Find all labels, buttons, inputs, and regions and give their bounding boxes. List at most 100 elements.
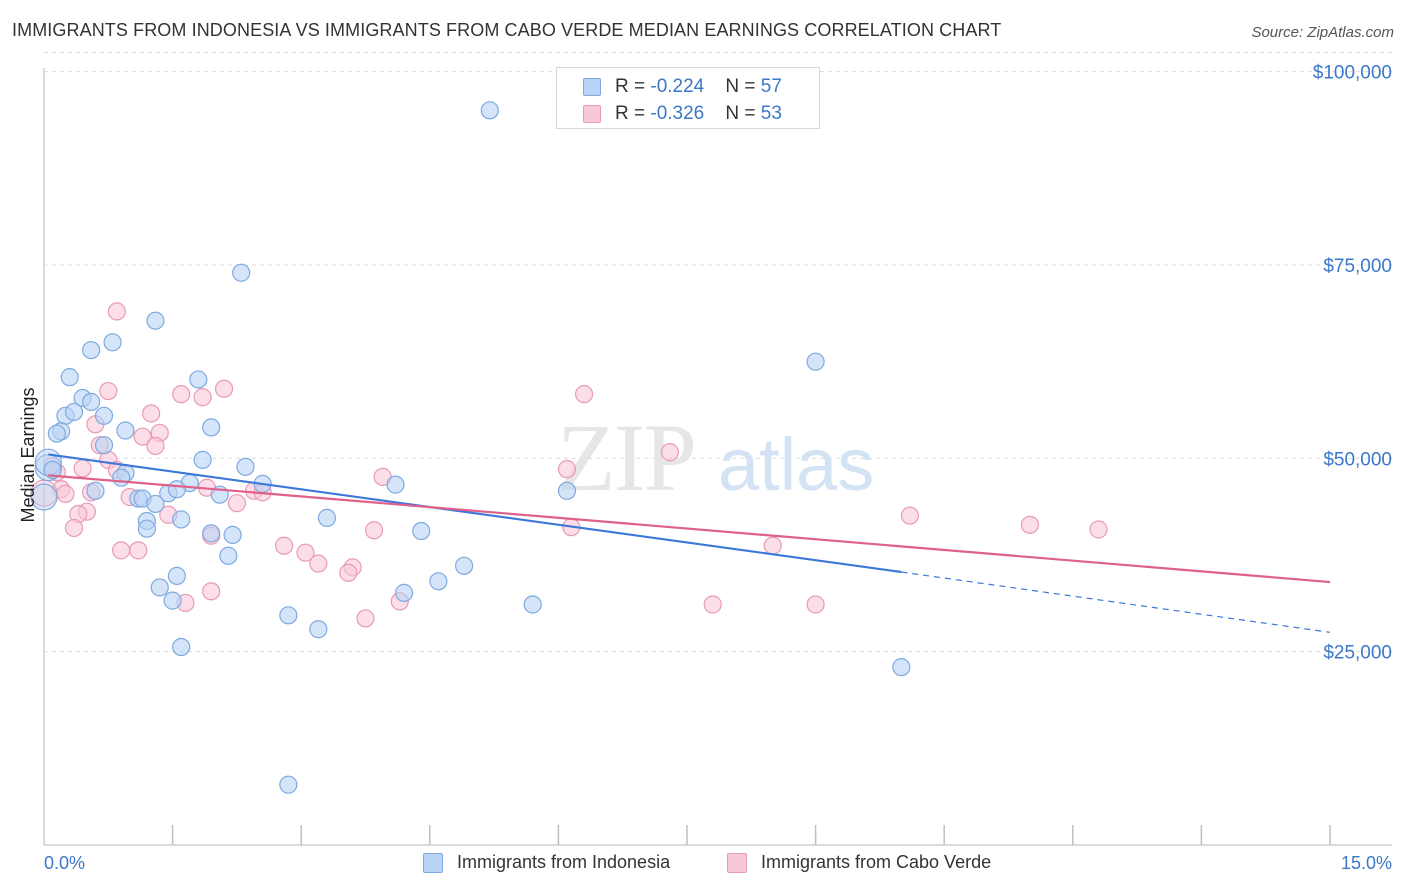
watermark: ZIP atlas: [557, 404, 874, 511]
caboverde-point: [763, 536, 782, 555]
legend-n-label: N =: [725, 103, 761, 124]
caboverde-point: [900, 506, 920, 525]
x-tick-labels: 0.0% 15.0%: [44, 853, 1392, 873]
caboverde-point: [296, 543, 315, 562]
y-tick-label: $25,000: [1323, 643, 1392, 664]
indonesia-point: [150, 578, 169, 597]
caboverde-point: [64, 518, 84, 538]
trend-line-caboverde: [48, 474, 1331, 584]
indonesia-point: [219, 546, 238, 565]
x-tick-label: 0.0%: [44, 853, 85, 873]
y-tick-label: $75,000: [1323, 256, 1392, 277]
indonesia-point: [146, 494, 165, 514]
indonesia-point: [167, 566, 186, 585]
stats-legend: R = -0.224 N = 57 R = -0.326 N = 53: [556, 67, 820, 129]
trend-lines: [48, 453, 1331, 633]
indonesia-point: [189, 370, 208, 389]
caboverde-point: [202, 582, 221, 601]
trend-line-indonesia: [48, 453, 902, 574]
caboverde-point: [703, 595, 722, 614]
indonesia-point: [94, 406, 114, 425]
caboverde-point: [129, 541, 148, 560]
indonesia-point: [279, 775, 298, 794]
caboverde-point: [73, 459, 92, 478]
indonesia-point: [279, 606, 298, 625]
caboverde-point: [806, 595, 825, 614]
legend-n-label: N =: [725, 76, 761, 97]
caboverde-point: [1020, 515, 1040, 534]
caboverde-point: [364, 521, 384, 540]
y-tick-labels: $25,000 $50,000 $75,000 $100,000: [1313, 63, 1392, 664]
caboverde-point: [356, 609, 375, 628]
caboverde-point: [99, 381, 118, 401]
caboverde-point: [274, 536, 294, 555]
indonesia-point: [202, 418, 221, 437]
caboverde-point: [214, 379, 234, 398]
caboverde-point: [575, 385, 594, 404]
bottom-legend-swatch-caboverde: [727, 853, 747, 873]
legend-r-value: -0.224: [650, 76, 705, 97]
indonesia-point: [454, 556, 474, 575]
indonesia-point: [163, 591, 182, 610]
caboverde-point: [557, 460, 577, 479]
indonesia-point: [112, 468, 131, 487]
indonesia-point: [172, 637, 191, 657]
indonesia-point: [30, 483, 58, 511]
indonesia-point: [82, 340, 101, 360]
caboverde-point: [112, 541, 131, 560]
indonesia-point: [103, 333, 122, 352]
caboverde-point: [142, 404, 161, 423]
caboverde-point: [56, 484, 75, 504]
indonesia-point: [480, 101, 499, 120]
indonesia-point: [86, 481, 105, 500]
indonesia-point: [64, 402, 84, 422]
series-caboverde-points: [30, 302, 1108, 628]
indonesia-point: [523, 595, 542, 614]
caboverde-point: [193, 388, 212, 407]
caboverde-point: [107, 302, 126, 321]
legend-r-label: R =: [615, 76, 651, 97]
legend-r-value: -0.326: [650, 103, 705, 124]
legend-text-indonesia: R = -0.224 N = 57: [615, 76, 782, 98]
axes-layer: [43, 68, 1392, 846]
legend-r-label: R =: [615, 103, 651, 124]
caboverde-point: [172, 385, 191, 404]
indonesia-point: [806, 352, 825, 371]
source-label: Source: ZipAtlas.com: [1251, 24, 1394, 41]
indonesia-point: [394, 583, 414, 602]
caboverde-point: [133, 427, 152, 446]
indonesia-point: [43, 460, 62, 480]
indonesia-point: [94, 436, 114, 455]
indonesia-point: [146, 311, 165, 330]
y-tick-label: $50,000: [1323, 449, 1392, 470]
indonesia-point: [172, 510, 191, 529]
indonesia-point: [116, 421, 135, 440]
caboverde-point: [146, 436, 165, 456]
bottom-legend-label-caboverde: Immigrants from Cabo Verde: [761, 852, 992, 872]
legend-swatch-indonesia: [583, 78, 601, 96]
indonesia-point: [202, 524, 221, 543]
indonesia-point: [60, 368, 79, 387]
indonesia-point: [223, 525, 242, 544]
indonesia-point: [193, 450, 212, 469]
bottom-legend-label-indonesia: Immigrants from Indonesia: [457, 852, 671, 872]
caboverde-point: [309, 554, 328, 573]
indonesia-point: [167, 480, 186, 499]
legend-n-value: 53: [760, 103, 782, 124]
caboverde-point: [227, 494, 246, 513]
indonesia-point: [82, 392, 101, 411]
x-tick-label: 15.0%: [1341, 853, 1392, 873]
chart-title: IMMIGRANTS FROM INDONESIA VS IMMIGRANTS …: [12, 20, 1002, 40]
bottom-legend-swatch-indonesia: [423, 853, 443, 873]
legend-n-value: 57: [760, 76, 782, 97]
indonesia-point: [317, 508, 337, 527]
caboverde-point: [339, 563, 358, 582]
indonesia-point: [557, 481, 577, 500]
grid-layer: [44, 51, 1392, 653]
indonesia-point: [412, 521, 431, 541]
indonesia-point: [309, 620, 328, 639]
y-axis-label: Median Earnings: [18, 387, 38, 522]
indonesia-point: [429, 572, 448, 591]
legend-text-caboverde: R = -0.326 N = 53: [615, 103, 782, 125]
